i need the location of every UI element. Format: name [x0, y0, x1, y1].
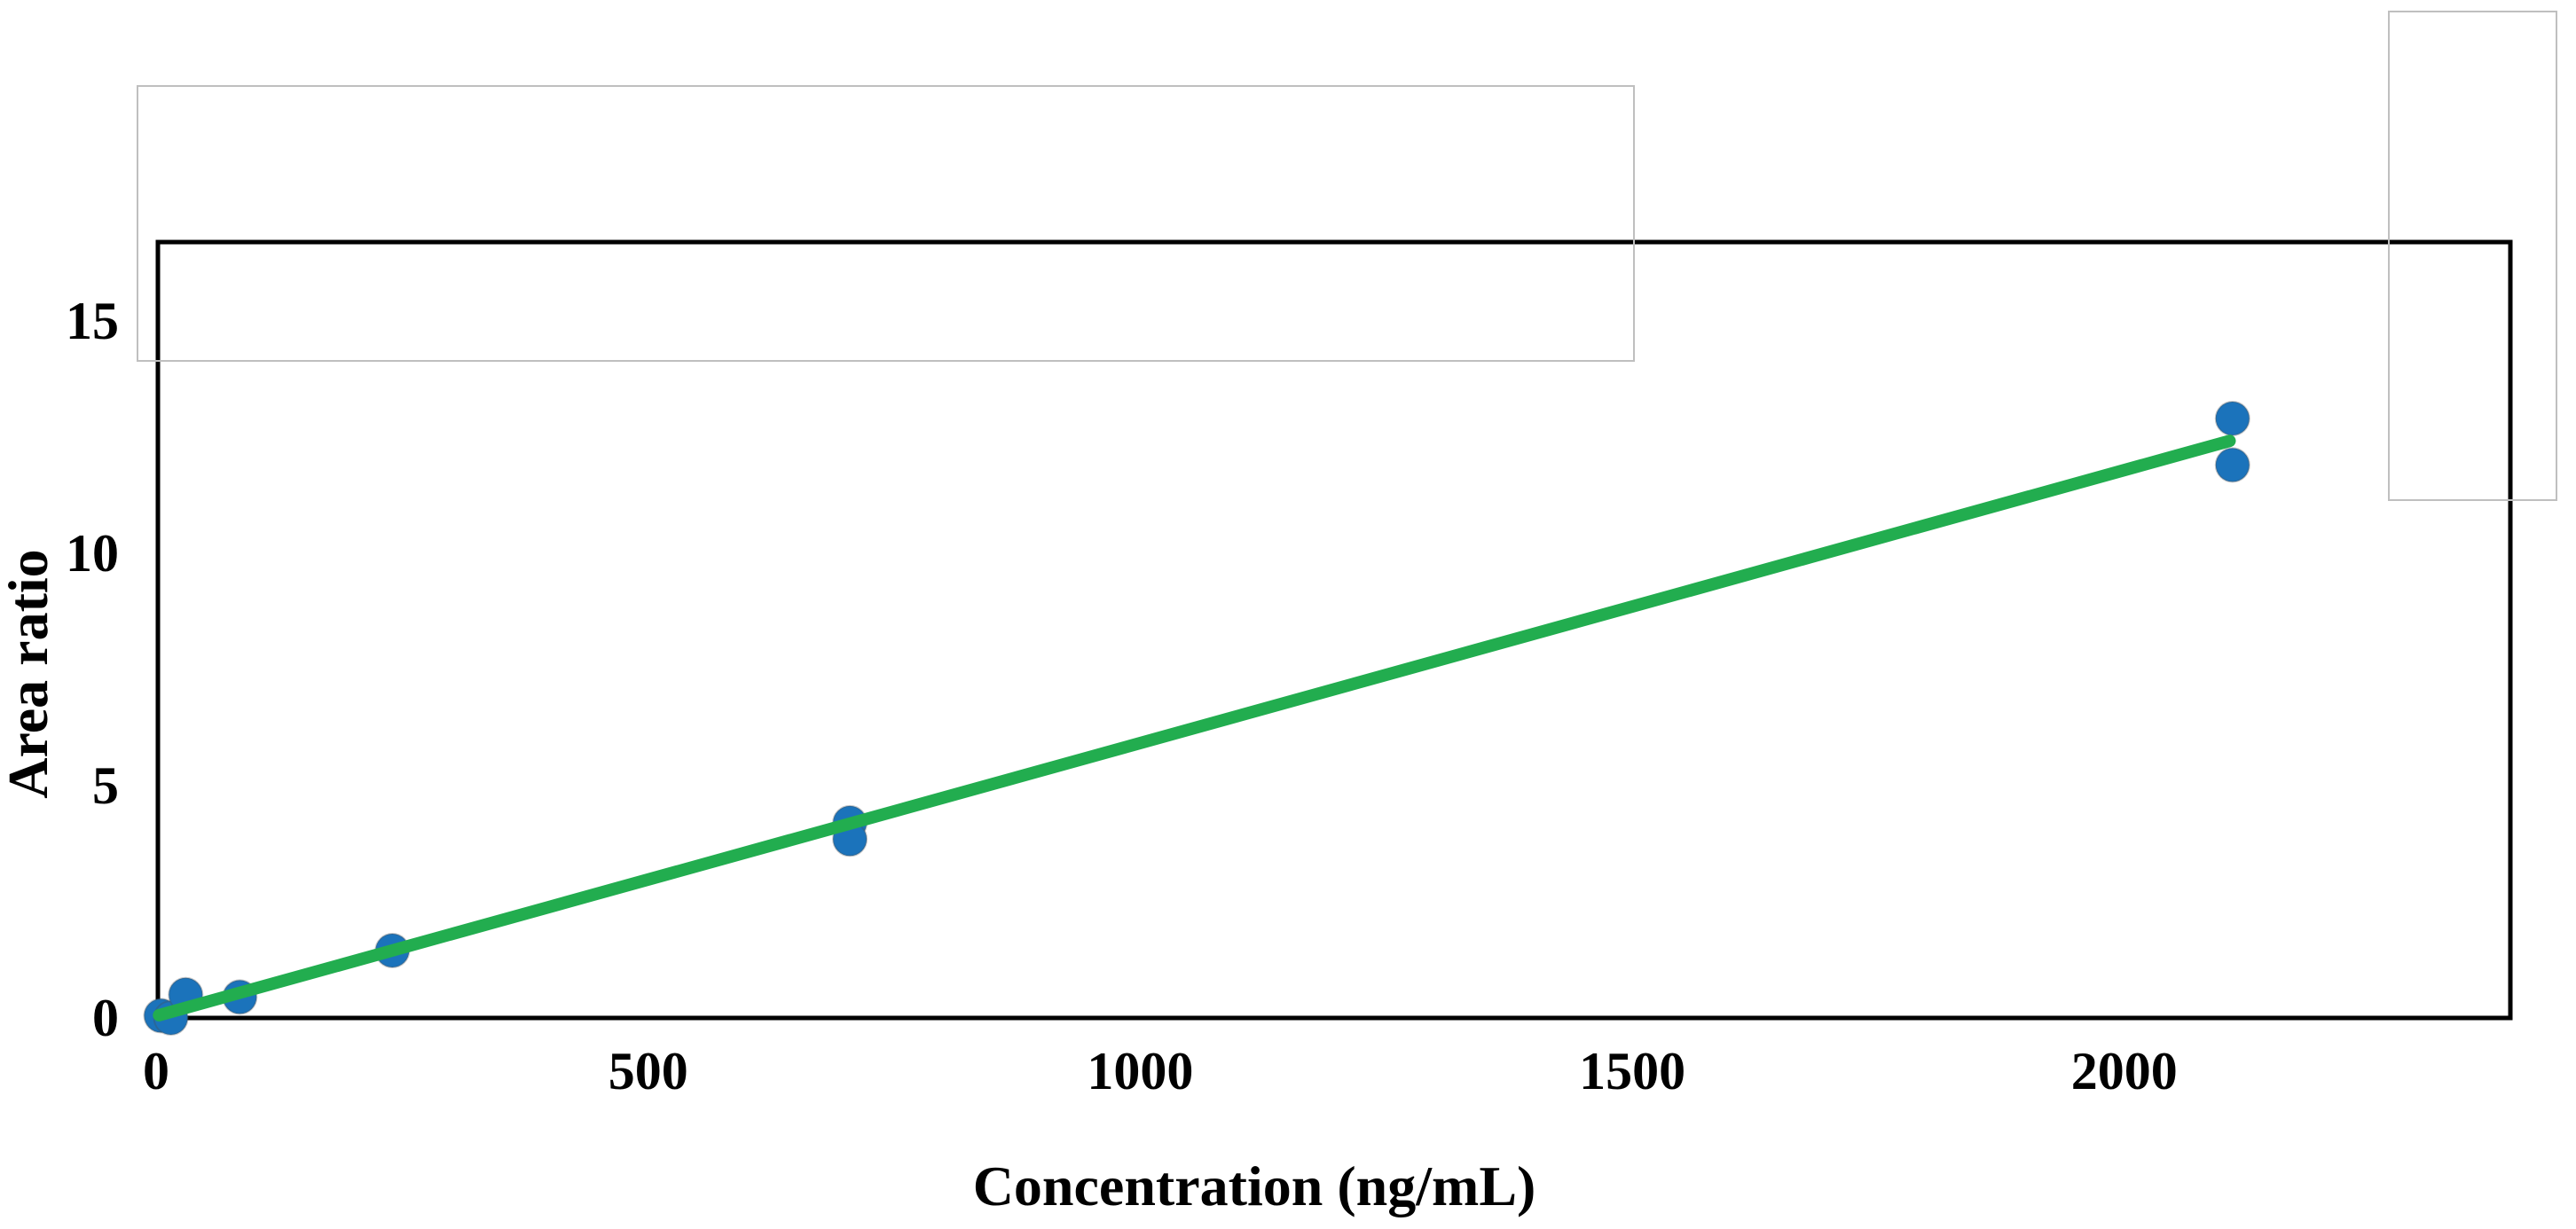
- plot-area-border: [155, 239, 2513, 1021]
- y-tick-label: 0: [92, 989, 119, 1047]
- x-tick-label: 500: [608, 1042, 688, 1100]
- empty-annotation-box-top-right: [2388, 11, 2557, 501]
- y-tick-label: 15: [66, 292, 119, 350]
- empty-annotation-box-top-left: [137, 85, 1635, 362]
- y-tick-label: 5: [92, 756, 119, 815]
- data-point: [2214, 447, 2250, 483]
- y-tick-label: 10: [66, 524, 119, 583]
- y-axis-title: Area ratio: [0, 549, 59, 799]
- x-axis-title: Concentration (ng/mL): [972, 1155, 1536, 1217]
- x-tick-label: 1000: [1087, 1042, 1194, 1100]
- data-point: [2214, 401, 2250, 436]
- x-tick-label: 1500: [1579, 1042, 1686, 1100]
- x-tick-label: 0: [143, 1042, 169, 1100]
- trendline: [153, 434, 2236, 1022]
- x-tick-label: 2000: [2070, 1042, 2178, 1100]
